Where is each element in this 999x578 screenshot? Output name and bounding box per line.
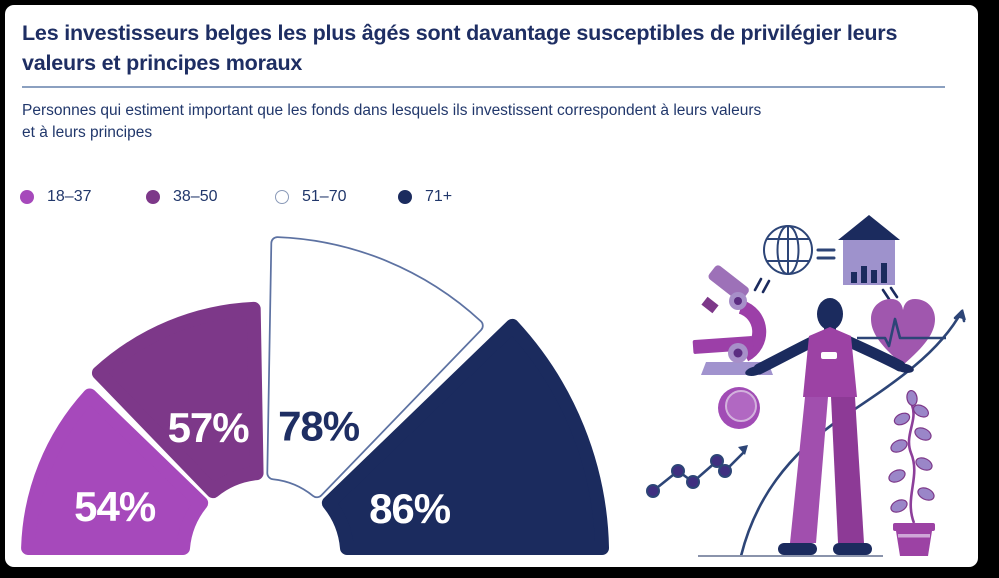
fan-segment-38-50 [91, 301, 264, 499]
person-shoe-right [833, 543, 872, 555]
segment-value-label: 86% [369, 485, 451, 532]
legend-dot-icon [275, 190, 289, 204]
legend-label: 18–37 [47, 188, 92, 205]
legend-dot-icon [20, 190, 34, 204]
legend-item-18-37: 18–37 [20, 184, 92, 210]
legend-dot-icon [146, 190, 160, 204]
chart-subtitle: Personnes qui estiment important que les… [22, 100, 952, 144]
microscope-icon [692, 265, 773, 375]
globe-icon [763, 225, 813, 275]
person-leg-right [831, 397, 864, 543]
chart-legend: 18–37 38–50 51–70 71+ [20, 184, 620, 210]
legend-label: 38–50 [173, 188, 218, 205]
person-leg-left [790, 397, 828, 543]
legend-dot-icon [398, 190, 412, 204]
illustration [646, 215, 966, 557]
person-head [817, 298, 843, 330]
title-line-2: valeurs et principes moraux [22, 51, 303, 75]
fan-chart: 54% 57% 78%86% [21, 236, 610, 555]
divider [22, 86, 945, 88]
fan-segment-51-70 [266, 236, 484, 499]
heart-pulse-icon [857, 299, 946, 365]
page-title: Les investisseurs belges les plus âgés s… [22, 18, 952, 78]
vest-badge [821, 352, 837, 359]
legend-item-71+: 71+ [398, 184, 452, 210]
legend-item-38-50: 38–50 [146, 184, 218, 210]
plant-icon [888, 389, 935, 556]
legend-label: 71+ [425, 188, 453, 205]
infographic-panel: Les investisseurs belges les plus âgés s… [5, 5, 978, 567]
double-backslash-icon [881, 286, 899, 301]
subtitle-line-1: Personnes qui estiment important que les… [22, 102, 762, 119]
double-slash-icon [753, 277, 771, 294]
growth-line-icon [646, 445, 748, 498]
person-shoe-left [778, 543, 817, 555]
legend-label: 51–70 [302, 188, 347, 205]
subtitle-line-2: et à leurs principes [22, 124, 153, 141]
fan-segment-18-37 [21, 388, 209, 555]
equals-icon [816, 248, 836, 260]
segment-value-label: 78% [278, 403, 360, 450]
bank-bar-chart-icon [838, 215, 900, 301]
fan-segment-71+ [321, 318, 610, 555]
segment-value-label: 54% [74, 483, 156, 530]
person-vest [803, 327, 857, 397]
title-line-1: Les investisseurs belges les plus âgés s… [22, 21, 898, 45]
coin-icon [718, 387, 760, 429]
legend-item-51-70: 51–70 [275, 184, 347, 210]
person-figure [745, 298, 914, 555]
segment-value-label: 57% [168, 404, 250, 451]
